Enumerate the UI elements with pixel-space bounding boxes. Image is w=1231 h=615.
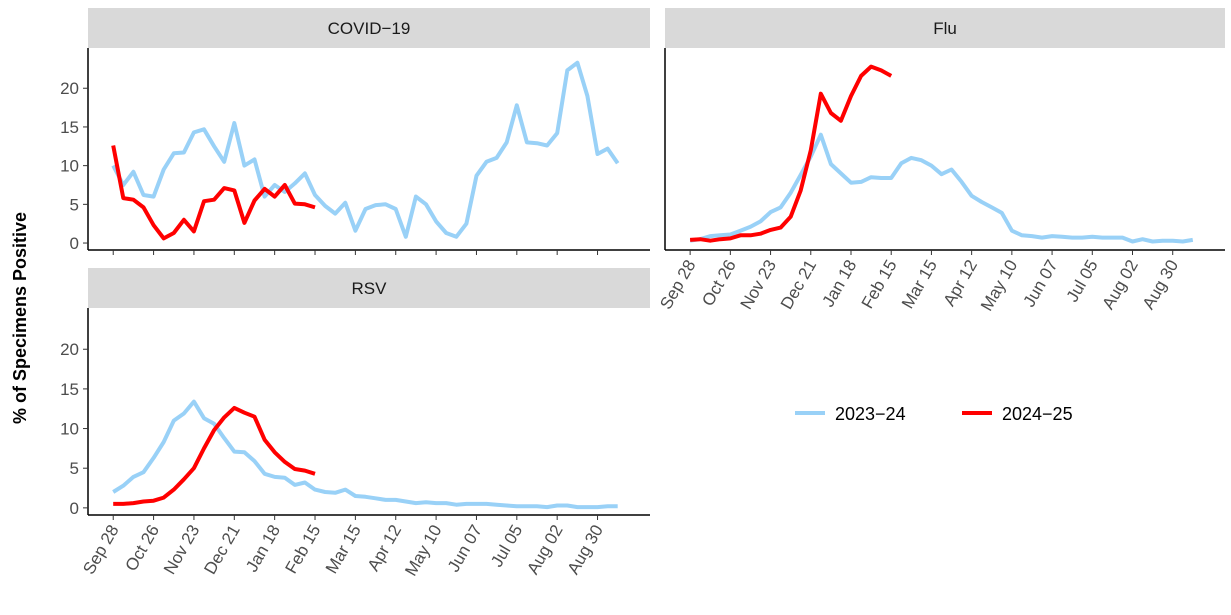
x-tick-label: Sep 28: [656, 257, 699, 313]
x-tick-label: Aug 02: [1099, 257, 1142, 313]
x-tick-label: Mar 15: [898, 257, 941, 312]
x-tick-label: Mar 15: [322, 522, 365, 577]
x-tick-label: Jan 18: [818, 257, 860, 311]
facet-title: COVID−19: [328, 19, 411, 38]
x-tick-label: Apr 12: [364, 522, 406, 575]
x-tick-label: Jun 07: [1020, 257, 1062, 311]
y-tick-label: 0: [70, 234, 79, 253]
x-tick-label: Sep 28: [79, 522, 122, 578]
series-line: [689, 64, 893, 243]
x-tick-label: Oct 26: [122, 522, 164, 575]
series-line: [111, 60, 620, 239]
x-tick-label: Jul 05: [487, 522, 526, 571]
x-tick-label: Dec 21: [200, 522, 243, 578]
y-tick-label: 0: [70, 499, 79, 518]
facet-strip: [665, 8, 1225, 48]
x-tick-label: Aug 02: [523, 522, 566, 578]
x-tick-label: May 10: [977, 257, 1021, 315]
legend-label: 2024−25: [1002, 404, 1073, 424]
facet-strip: [88, 8, 650, 48]
x-tick-label: Jul 05: [1063, 257, 1102, 306]
x-tick-label: Dec 21: [777, 257, 820, 313]
y-tick-label: 10: [60, 420, 79, 439]
x-tick-label: Feb 15: [858, 257, 901, 312]
x-tick-label: May 10: [401, 522, 445, 580]
facet-strip: [88, 268, 650, 308]
y-axis-title: % of Specimens Positive: [10, 212, 30, 424]
y-tick-label: 20: [60, 79, 79, 98]
y-tick-label: 15: [60, 380, 79, 399]
legend-label: 2023−24: [835, 404, 906, 424]
y-tick-label: 5: [70, 195, 79, 214]
series-line: [112, 399, 618, 510]
y-tick-label: 20: [60, 340, 79, 359]
x-tick-label: Oct 26: [698, 257, 740, 310]
series-line: [111, 145, 316, 241]
x-tick-label: Jan 18: [242, 522, 284, 576]
x-tick-label: Apr 12: [940, 257, 982, 310]
x-tick-label: Jun 07: [444, 522, 486, 576]
x-tick-label: Aug 30: [564, 522, 607, 578]
facet-title: RSV: [352, 279, 388, 298]
facet-title: Flu: [933, 19, 957, 38]
y-tick-label: 10: [60, 157, 79, 176]
x-tick-label: Feb 15: [282, 522, 325, 577]
x-tick-label: Nov 23: [737, 257, 780, 313]
series-line: [113, 405, 316, 506]
x-tick-label: Nov 23: [160, 522, 203, 578]
series-line: [689, 132, 1194, 244]
y-tick-label: 15: [60, 118, 79, 137]
y-tick-label: 5: [70, 459, 79, 478]
x-tick-label: Aug 30: [1139, 257, 1182, 313]
